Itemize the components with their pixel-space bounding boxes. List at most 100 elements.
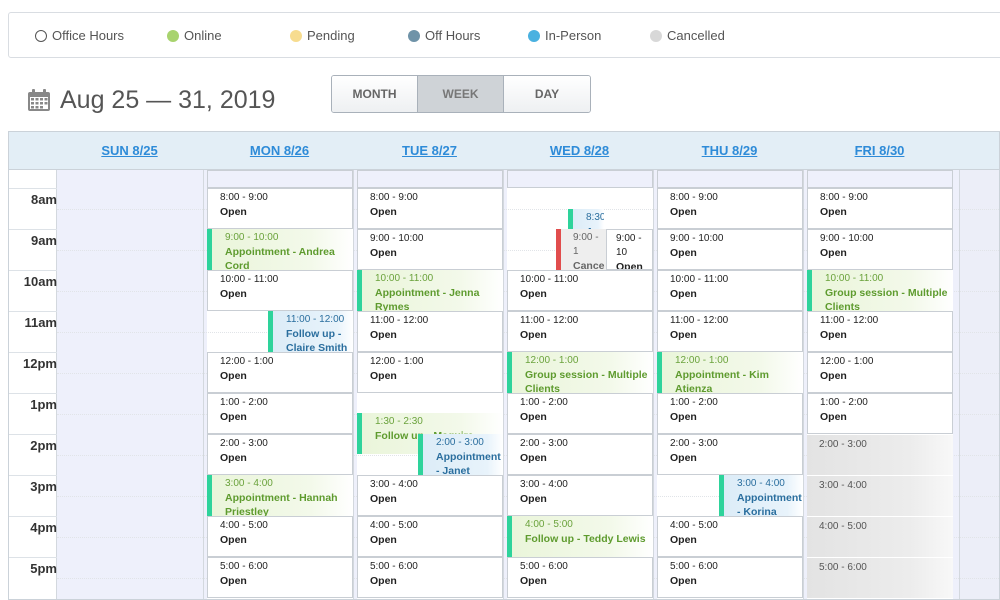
- in-person-appointment[interactable]: 8:30 A: [568, 209, 604, 229]
- slot-time: 2:00 - 3:00: [819, 439, 867, 450]
- open-slot[interactable]: 10:00 - 11:00 Open: [207, 270, 353, 311]
- online-appointment[interactable]: 3:00 - 4:00 Appointment - Hannah Priestle…: [207, 475, 353, 516]
- in-person-appointment[interactable]: 3:00 - 4:00 Appointment - Korina: [719, 475, 803, 516]
- legend-in-person: In-Person: [528, 28, 601, 43]
- open-slot[interactable]: 9:00 - 10:00 Open: [357, 229, 503, 270]
- open-slot[interactable]: 9:00 - 10:00 Open: [807, 229, 953, 270]
- open-slot[interactable]: 11:00 - 12:00 Open: [657, 311, 803, 352]
- column-gap: [203, 170, 207, 599]
- online-appointment[interactable]: 9:00 - 10:00 Appointment - Andrea Cord: [207, 229, 353, 270]
- hour-line: [9, 270, 57, 271]
- online-appointment[interactable]: 4:00 - 5:00 Follow up - Teddy Lewis: [507, 516, 653, 557]
- open-slot[interactable]: 1:00 - 2:00 Open: [657, 393, 803, 434]
- open-slot[interactable]: 5:00 - 6:00 Open: [507, 557, 653, 598]
- online-appointment[interactable]: 10:00 - 11:00 Group session - Multiple Cl…: [807, 270, 953, 311]
- open-slot[interactable]: 4:00 - 5:00 Open: [357, 516, 503, 557]
- all-day-slot[interactable]: [507, 170, 653, 188]
- open-slot[interactable]: 8:00 - 9:00 Open: [357, 188, 503, 229]
- open-slot[interactable]: 9:00 - 10 Open: [606, 229, 653, 270]
- calendar-icon: [28, 89, 50, 111]
- slot-time: 8:00 - 9:00: [670, 192, 718, 203]
- slot-label: Open: [520, 452, 547, 464]
- in-person-appointment[interactable]: 11:00 - 12:00 Follow up - Claire Smith: [268, 311, 353, 352]
- divider: [959, 170, 960, 599]
- slot-label: Open: [820, 206, 847, 218]
- open-slot[interactable]: 11:00 - 12:00 Open: [507, 311, 653, 352]
- slot-time: 3:00 - 4:00: [520, 479, 568, 490]
- open-slot[interactable]: 11:00 - 12:00 Open: [807, 311, 953, 352]
- open-slot[interactable]: 4:00 - 5:00 Open: [657, 516, 803, 557]
- open-slot[interactable]: 8:00 - 9:00 Open: [207, 188, 353, 229]
- slot-label: Open: [670, 411, 697, 423]
- off-hours-slot: 2:00 - 3:00: [807, 434, 953, 475]
- slot-time: 12:00 - 1:00: [370, 356, 424, 367]
- column-gap: [653, 170, 657, 599]
- slot-label: Open: [670, 575, 697, 587]
- open-slot[interactable]: 12:00 - 1:00 Open: [807, 352, 953, 393]
- day-header-fri[interactable]: FRI 8/30: [854, 143, 905, 158]
- slot-time: 10:00 - 11:00: [520, 274, 579, 285]
- slot-label: Open: [370, 575, 397, 587]
- open-slot[interactable]: 11:00 - 12:00 Open: [357, 311, 503, 352]
- slot-time: 11:00 - 12:00: [670, 315, 729, 326]
- appt-time: 9:00 - 1: [573, 232, 599, 257]
- open-slot[interactable]: 1:00 - 2:00 Open: [507, 393, 653, 434]
- legend-label: In-Person: [545, 28, 602, 43]
- open-slot[interactable]: 5:00 - 6:00 Open: [657, 557, 803, 598]
- slot-time: 2:00 - 3:00: [520, 438, 568, 449]
- online-appointment[interactable]: 10:00 - 11:00 Appointment - Jenna Rymes: [357, 270, 503, 311]
- slot-time: 3:00 - 4:00: [819, 480, 867, 491]
- open-slot[interactable]: 3:00 - 4:00 Open: [357, 475, 503, 516]
- all-day-slot[interactable]: [357, 170, 503, 188]
- open-slot[interactable]: 3:00 - 4:00 Open: [507, 475, 653, 516]
- open-slot[interactable]: 9:00 - 10:00 Open: [657, 229, 803, 270]
- open-slot[interactable]: 8:00 - 9:00 Open: [807, 188, 953, 229]
- appt-title: A: [586, 225, 604, 229]
- open-slot[interactable]: 1:00 - 2:00 Open: [207, 393, 353, 434]
- slot-label: Open: [820, 247, 847, 259]
- all-day-slot[interactable]: [807, 170, 953, 188]
- slot-label: Open: [370, 493, 397, 505]
- all-day-slot[interactable]: [657, 170, 803, 188]
- appt-time: 3:00 - 4:00: [737, 478, 785, 489]
- open-slot[interactable]: 10:00 - 11:00 Open: [657, 270, 803, 311]
- open-slot[interactable]: 1:00 - 2:00 Open: [807, 393, 953, 434]
- cancelled-appointment[interactable]: 9:00 - 1 Cance: [556, 229, 606, 270]
- open-slot[interactable]: 2:00 - 3:00 Open: [507, 434, 653, 475]
- online-appointment[interactable]: 12:00 - 1:00 Group session - Multiple Cli…: [507, 352, 653, 393]
- open-slot[interactable]: 5:00 - 6:00 Open: [207, 557, 353, 598]
- day-header-mon[interactable]: MON 8/26: [249, 143, 310, 158]
- open-slot[interactable]: 8:00 - 9:00 Open: [657, 188, 803, 229]
- hour-line: [9, 434, 57, 435]
- legend-pending: Pending: [290, 28, 355, 43]
- off-hours-dot-icon: [408, 29, 420, 42]
- in-person-appointment[interactable]: 2:00 - 3:00 Appointment - Janet: [418, 434, 503, 475]
- day-header-tue[interactable]: TUE 8/27: [402, 143, 457, 158]
- time-label: 4pm: [30, 520, 57, 535]
- day-view-button[interactable]: DAY: [504, 76, 590, 112]
- week-view-button[interactable]: WEEK: [418, 76, 504, 112]
- month-view-button[interactable]: MONTH: [332, 76, 418, 112]
- open-slot[interactable]: 2:00 - 3:00 Open: [207, 434, 353, 475]
- slot-time: 1:00 - 2:00: [220, 397, 268, 408]
- slot-label: Open: [520, 575, 547, 587]
- divider: [503, 170, 504, 599]
- day-header-wed[interactable]: WED 8/28: [549, 143, 610, 158]
- day-header-thu[interactable]: THU 8/29: [701, 143, 758, 158]
- open-slot[interactable]: 4:00 - 5:00 Open: [207, 516, 353, 557]
- open-slot[interactable]: 12:00 - 1:00 Open: [207, 352, 353, 393]
- slot-time: 8:00 - 9:00: [370, 192, 418, 203]
- slot-time: 12:00 - 1:00: [820, 356, 874, 367]
- day-header-sun[interactable]: SUN 8/25: [101, 143, 158, 158]
- online-appointment[interactable]: 12:00 - 1:00 Appointment - Kim Atienza: [657, 352, 803, 393]
- open-slot[interactable]: 12:00 - 1:00 Open: [357, 352, 503, 393]
- open-slot[interactable]: 5:00 - 6:00 Open: [357, 557, 503, 598]
- appt-time: 2:00 - 3:00: [436, 437, 484, 448]
- time-label: 12pm: [23, 356, 57, 371]
- all-day-slot[interactable]: [207, 170, 353, 188]
- open-slot[interactable]: 10:00 - 11:00 Open: [507, 270, 653, 311]
- appt-title: Appointment - Kim Atienza: [675, 369, 769, 393]
- open-slot[interactable]: 2:00 - 3:00 Open: [657, 434, 803, 475]
- column-gap: [953, 170, 959, 599]
